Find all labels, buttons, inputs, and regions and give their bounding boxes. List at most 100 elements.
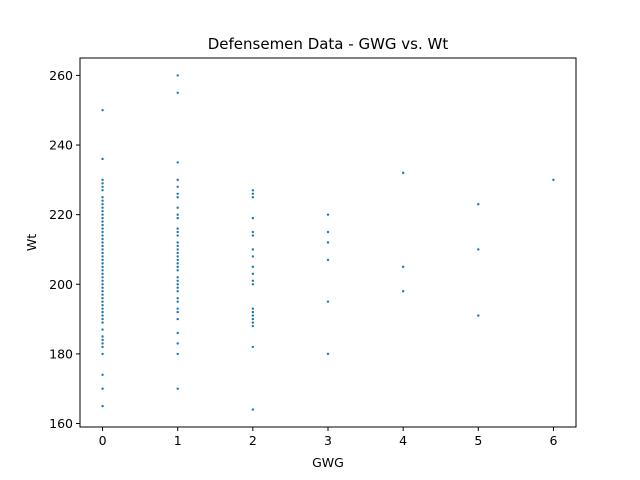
data-point [101,220,104,223]
data-point [552,178,555,182]
data-point [176,283,179,286]
data-point [101,203,104,206]
data-point [176,185,179,189]
data-point [101,196,104,199]
plot-area-frame [79,57,577,428]
data-point [101,213,104,216]
data-point [251,189,255,192]
data-point [101,373,104,376]
data-point [101,303,104,307]
data-point [101,206,104,209]
data-point [176,230,179,234]
data-point [251,192,255,195]
data-point [176,262,179,265]
data-point [176,251,179,255]
x-tick-label: 5 [474,433,482,448]
data-point [401,290,405,293]
data-point [101,189,104,192]
x-tick-label: 0 [99,433,107,448]
points-layer [101,74,555,411]
data-point [176,310,179,314]
data-point [101,272,104,276]
data-point [101,216,104,220]
y-tick-label: 220 [49,207,73,222]
data-point [251,314,255,317]
data-point [176,300,179,303]
data-point [101,290,104,293]
data-point [176,352,179,356]
data-point [101,286,104,289]
data-point [176,206,179,209]
data-point [176,296,179,300]
data-point [101,255,104,258]
data-point [251,234,255,237]
data-point [401,265,405,269]
data-point [251,321,255,324]
data-point [101,296,104,300]
data-point [251,196,255,199]
data-point [101,317,104,321]
y-tick-label: 240 [49,138,73,153]
data-point [251,265,255,269]
data-point [101,237,104,241]
data-point [176,342,179,345]
y-tick-label: 260 [49,68,73,83]
data-point [176,258,179,262]
data-point [101,248,104,251]
data-point [101,185,104,189]
data-point [101,279,104,282]
data-point [101,321,104,324]
data-point [101,223,104,227]
data-point [176,234,179,237]
data-point [101,283,104,286]
data-point [477,314,480,317]
y-tick-label: 180 [49,346,73,361]
data-point [176,387,179,390]
data-point [326,258,330,262]
x-tick-label: 2 [249,433,257,448]
y-axis: 160 180 200 220 240 260 [49,68,80,431]
data-point [101,199,104,202]
data-point [176,276,179,279]
data-point [176,227,179,230]
data-point [251,279,255,282]
data-point [176,241,179,244]
x-axis-label: GWG [312,455,344,470]
data-point [101,307,104,310]
data-point [176,255,179,258]
data-point [101,227,104,230]
data-point [326,300,330,303]
data-point [176,269,179,272]
data-point [101,293,104,296]
data-point [101,209,104,213]
data-point [101,310,104,314]
data-point [101,269,104,272]
data-point [101,244,104,248]
data-point [176,74,179,77]
data-point [326,241,330,244]
data-point [101,178,104,182]
data-point [326,213,330,216]
data-point [176,91,179,95]
data-point [176,213,179,216]
data-point [176,279,179,282]
data-point [176,196,179,199]
data-point [176,216,179,220]
data-point [101,404,104,408]
data-point [101,241,104,244]
chart-title: Defensemen Data - GWG vs. Wt [208,35,449,53]
data-point [101,300,104,303]
data-point [101,335,104,338]
data-point [176,265,179,269]
data-point [176,331,179,335]
data-point [176,161,179,164]
data-point [477,248,480,251]
data-point [101,251,104,255]
data-point [251,255,255,258]
data-point [477,203,480,206]
data-point [101,258,104,262]
data-point [176,244,179,248]
data-point [251,230,255,234]
data-point [251,248,255,251]
